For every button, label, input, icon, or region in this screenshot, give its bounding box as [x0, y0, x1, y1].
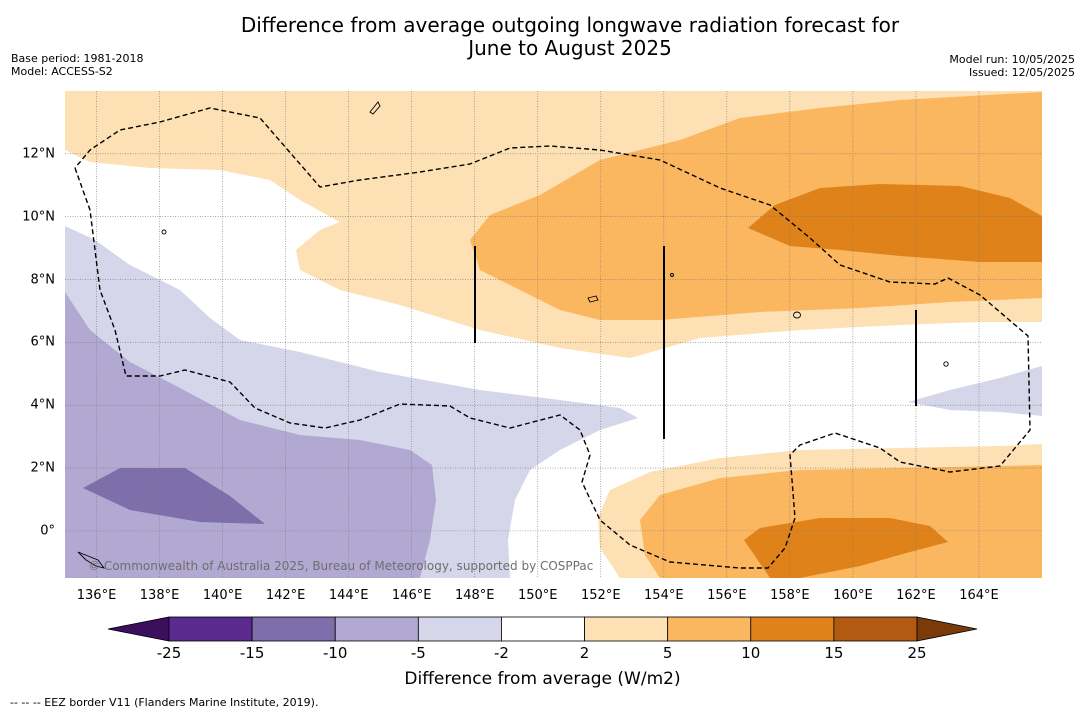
- boundary-lines: [474, 246, 917, 439]
- islands: [77, 101, 949, 569]
- colorbar-segment: [750, 616, 835, 642]
- island-chuuk: [587, 295, 599, 303]
- island-atoll-3: [670, 273, 674, 277]
- longitude-label: 150°E: [517, 588, 558, 603]
- latitude-label: 8°N: [30, 272, 56, 288]
- eez-footnote: -- -- -- EEZ border V11 (Flanders Marine…: [10, 696, 319, 709]
- longitude-label: 140°E: [202, 588, 243, 603]
- map-field: [65, 91, 1042, 578]
- colorbar-tick-label: 5: [662, 644, 673, 662]
- anomaly-region-minus10-to-minus15: [83, 468, 265, 524]
- colorbar-segment: [584, 616, 669, 642]
- colorbar-segment: [501, 616, 585, 642]
- eez-borders: [74, 107, 1031, 569]
- title-line-1: Difference from average outgoing longwav…: [240, 13, 900, 37]
- latitude-label: 12°N: [22, 146, 55, 162]
- colorbar-segment: [168, 616, 253, 642]
- colorbar-segment: [334, 616, 419, 642]
- model-info-right: Model run: 10/05/2025 Issued: 12/05/2025: [949, 53, 1075, 79]
- island-atoll-1: [161, 229, 167, 235]
- copyright-text: © Commonwealth of Australia 2025, Bureau…: [88, 559, 594, 573]
- longitude-label: 148°E: [454, 588, 495, 603]
- island-atoll-2: [943, 361, 949, 367]
- island-new-ireland: [77, 551, 106, 569]
- colorbar-segment: [417, 616, 502, 642]
- colorbar-tick-label: 25: [907, 644, 927, 662]
- anomaly-region-10-to-15-north: [748, 184, 1042, 262]
- colorbar-tick-label: -10: [322, 644, 348, 662]
- model-info-left: Base period: 1981-2018 Model: ACCESS-S2: [11, 52, 143, 78]
- colorbar-tick-label: -25: [156, 644, 182, 662]
- longitude-label: 144°E: [328, 588, 369, 603]
- latitude-label: 6°N: [30, 334, 56, 350]
- colorbar-tick-label: -2: [493, 644, 509, 662]
- longitude-label: 162°E: [896, 588, 936, 603]
- issued-date-text: Issued: 12/05/2025: [968, 66, 1075, 79]
- base-period-text: Base period: 1981-2018: [11, 52, 144, 65]
- longitude-label: 154°E: [644, 588, 684, 603]
- latitude-label: 2°N: [30, 460, 56, 476]
- island-pohnpei: [793, 311, 801, 319]
- colorbar-tick-label: 2: [579, 644, 590, 662]
- colorbar-tick-label: 15: [824, 644, 844, 662]
- anomaly-region-5-to-10-north: [470, 92, 1042, 320]
- longitude-label: 158°E: [770, 588, 810, 603]
- colorbar-extension-low: [107, 616, 170, 642]
- model-name-text: Model: ACCESS-S2: [11, 65, 113, 78]
- longitude-label: 152°E: [581, 588, 621, 603]
- title-line-2: June to August 2025: [468, 36, 672, 60]
- eez-border-west: [74, 107, 1031, 569]
- colorbar-tick-label: -15: [239, 644, 265, 662]
- longitude-label: 156°E: [707, 588, 747, 603]
- colorbar: [107, 616, 978, 642]
- map-title: Difference from average outgoing longwav…: [0, 14, 1085, 60]
- longitude-label: 142°E: [265, 588, 306, 603]
- latitude-label: 4°N: [30, 397, 56, 413]
- colorbar-segment: [251, 616, 336, 642]
- anomaly-region-10-to-15-south: [744, 518, 948, 578]
- longitude-label: 164°E: [959, 588, 999, 603]
- colorbar-label: Difference from average (W/m2): [404, 669, 681, 689]
- island-guam: [369, 101, 381, 115]
- colorbar-segment: [833, 616, 918, 642]
- latitude-label: 10°N: [22, 209, 55, 225]
- longitude-label: 160°E: [833, 588, 873, 603]
- colorbar-tick-label: -5: [410, 644, 426, 662]
- colorbar-extension-high: [916, 616, 978, 642]
- colorbar-segment: [667, 616, 752, 642]
- latitude-label: 0°: [40, 523, 55, 539]
- anomaly-region-minus2-to-minus5-east: [908, 366, 1042, 416]
- longitude-label: 138°E: [139, 588, 180, 603]
- colorbar-tick-label: 10: [741, 644, 761, 662]
- longitude-label: 146°E: [391, 588, 432, 603]
- model-run-text: Model run: 10/05/2025: [949, 53, 1075, 66]
- longitude-label: 136°E: [76, 588, 117, 603]
